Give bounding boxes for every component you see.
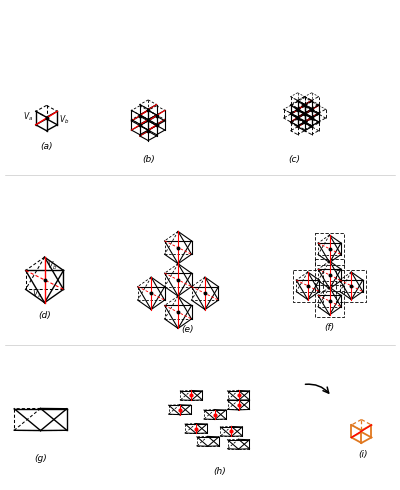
Text: (f): (f)	[324, 323, 335, 332]
Text: (h): (h)	[214, 467, 226, 476]
Text: (b): (b)	[142, 155, 154, 164]
Text: (g): (g)	[34, 454, 47, 464]
Text: (a): (a)	[40, 142, 53, 151]
Text: (e): (e)	[182, 325, 194, 334]
Text: (c): (c)	[289, 155, 301, 164]
Text: (i): (i)	[359, 450, 368, 460]
Text: $V_b$: $V_b$	[46, 259, 57, 271]
Text: $V_a$: $V_a$	[23, 110, 33, 123]
Text: (d): (d)	[38, 311, 51, 320]
Text: $V_a$: $V_a$	[32, 287, 42, 300]
Text: $V_b$: $V_b$	[59, 113, 70, 126]
